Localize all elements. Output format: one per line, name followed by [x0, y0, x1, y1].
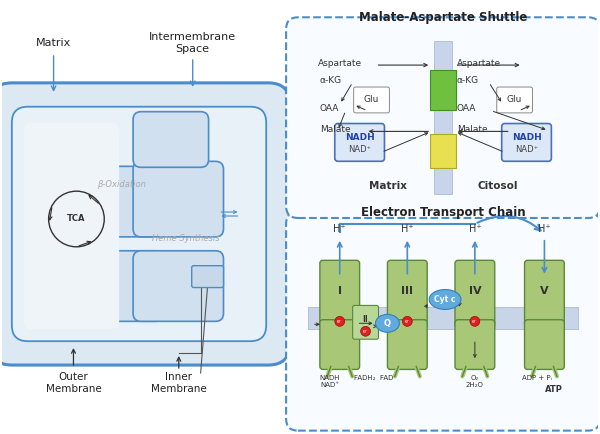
FancyBboxPatch shape	[286, 17, 600, 218]
Text: ADP + Pᵢ: ADP + Pᵢ	[521, 375, 551, 381]
Text: Malate-Aspartate Shuttle: Malate-Aspartate Shuttle	[359, 11, 527, 24]
Text: H⁺: H⁺	[538, 224, 551, 234]
Text: II: II	[363, 315, 368, 324]
Text: Matrix: Matrix	[370, 181, 407, 191]
Text: β-Oxidation: β-Oxidation	[97, 180, 146, 189]
FancyBboxPatch shape	[502, 124, 551, 161]
Text: ATP: ATP	[545, 385, 563, 394]
Text: α-KG: α-KG	[320, 76, 342, 85]
FancyBboxPatch shape	[353, 87, 389, 113]
Circle shape	[361, 326, 371, 336]
FancyBboxPatch shape	[388, 260, 427, 328]
Text: e⁻: e⁻	[404, 319, 410, 324]
Text: Glu: Glu	[507, 95, 523, 105]
Text: Outer
Membrane: Outer Membrane	[46, 372, 101, 394]
FancyBboxPatch shape	[524, 260, 564, 328]
Text: α-KG: α-KG	[457, 76, 479, 85]
Text: Malate: Malate	[457, 125, 488, 134]
Text: Citosol: Citosol	[478, 181, 518, 191]
Text: Heme Synthesis: Heme Synthesis	[152, 234, 220, 243]
FancyBboxPatch shape	[430, 135, 456, 168]
Text: e⁻: e⁻	[472, 319, 478, 324]
Text: Malate: Malate	[320, 125, 350, 134]
FancyBboxPatch shape	[308, 307, 578, 329]
FancyBboxPatch shape	[59, 166, 164, 237]
Text: Inner
Membrane: Inner Membrane	[151, 372, 206, 394]
FancyBboxPatch shape	[455, 320, 495, 369]
FancyBboxPatch shape	[133, 112, 209, 168]
Text: H⁺: H⁺	[334, 224, 346, 234]
FancyBboxPatch shape	[133, 161, 223, 237]
Text: NADH
NAD⁺: NADH NAD⁺	[320, 375, 340, 388]
FancyBboxPatch shape	[430, 70, 456, 110]
Text: III: III	[401, 286, 413, 296]
Text: Q: Q	[384, 319, 391, 328]
Text: V: V	[540, 286, 549, 296]
Text: Intermembrane
Space: Intermembrane Space	[149, 32, 236, 54]
Text: Aspartate: Aspartate	[318, 59, 362, 68]
Text: IV: IV	[469, 286, 481, 296]
Text: FADH₂  FAD: FADH₂ FAD	[354, 375, 393, 381]
FancyBboxPatch shape	[434, 41, 452, 194]
Text: TCA: TCA	[67, 214, 86, 224]
Text: H⁺: H⁺	[401, 224, 413, 234]
FancyBboxPatch shape	[353, 306, 379, 339]
FancyBboxPatch shape	[12, 107, 266, 341]
Circle shape	[470, 316, 480, 326]
Text: NADH: NADH	[345, 133, 374, 142]
Text: e⁻: e⁻	[337, 319, 343, 324]
FancyBboxPatch shape	[133, 251, 223, 321]
Text: Cyt c: Cyt c	[434, 295, 456, 304]
Text: O₂
2H₂O: O₂ 2H₂O	[466, 375, 484, 388]
FancyBboxPatch shape	[286, 212, 600, 431]
Text: OAA: OAA	[320, 104, 339, 113]
FancyBboxPatch shape	[24, 123, 119, 329]
FancyBboxPatch shape	[497, 87, 533, 113]
Text: Aspartate: Aspartate	[457, 59, 501, 68]
Text: Matrix: Matrix	[36, 38, 71, 48]
Text: I: I	[338, 286, 342, 296]
FancyBboxPatch shape	[524, 320, 564, 369]
Text: H⁺: H⁺	[469, 224, 481, 234]
Circle shape	[403, 316, 412, 326]
FancyBboxPatch shape	[59, 251, 164, 321]
FancyBboxPatch shape	[455, 260, 495, 328]
FancyBboxPatch shape	[335, 124, 385, 161]
FancyBboxPatch shape	[320, 320, 359, 369]
Text: Electron Transport Chain: Electron Transport Chain	[361, 206, 526, 219]
FancyBboxPatch shape	[191, 266, 223, 288]
FancyBboxPatch shape	[0, 83, 290, 365]
Ellipse shape	[376, 314, 400, 332]
FancyBboxPatch shape	[388, 320, 427, 369]
Text: e⁻: e⁻	[363, 329, 368, 334]
Text: NAD⁺: NAD⁺	[348, 145, 371, 154]
Ellipse shape	[429, 289, 461, 309]
Text: OAA: OAA	[457, 104, 476, 113]
Text: Glu: Glu	[364, 95, 379, 105]
Text: NADH: NADH	[512, 133, 541, 142]
FancyBboxPatch shape	[320, 260, 359, 328]
Text: NAD⁺: NAD⁺	[515, 145, 538, 154]
Circle shape	[335, 316, 345, 326]
